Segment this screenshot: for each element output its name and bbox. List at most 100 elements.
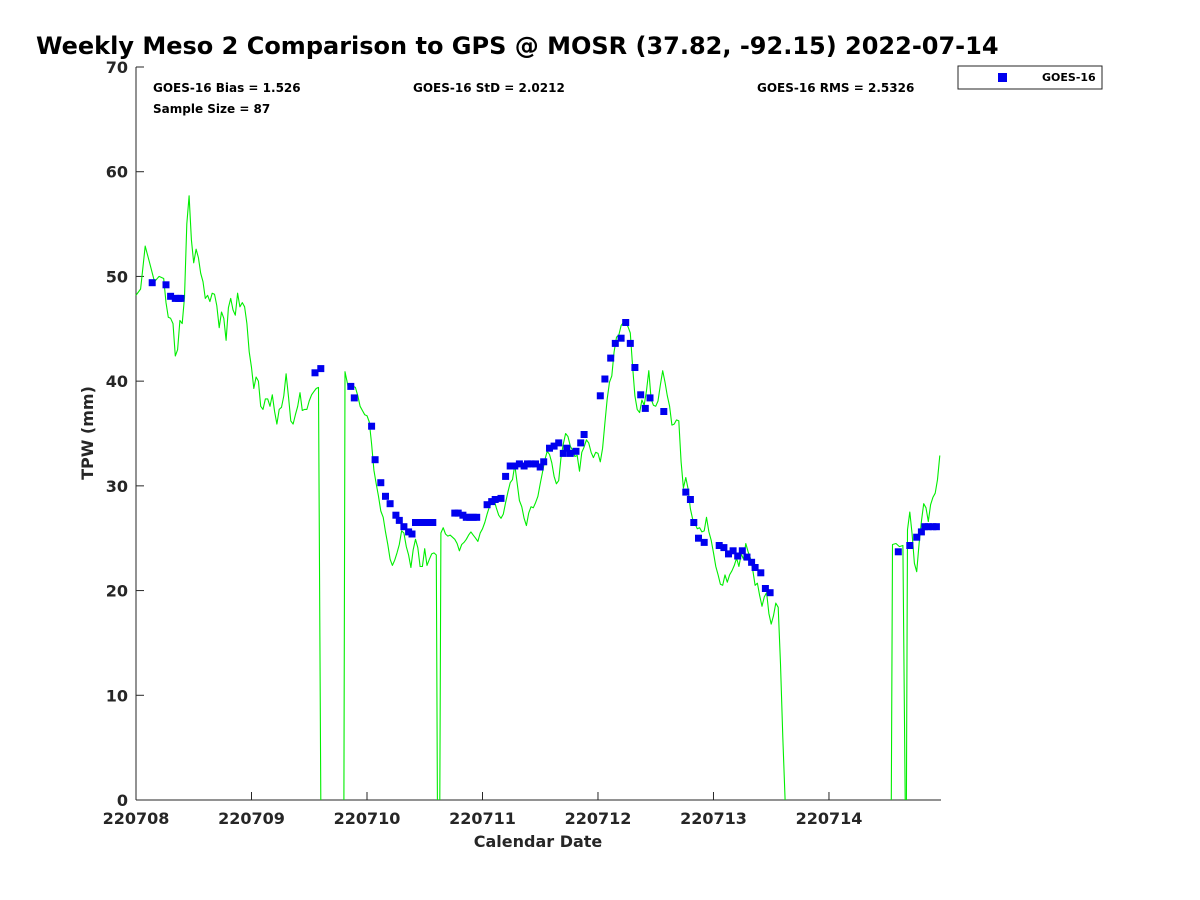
y-tick-label: 30 bbox=[106, 477, 128, 496]
goes-16-point bbox=[162, 281, 170, 289]
goes-16-point bbox=[502, 472, 510, 480]
series-layer bbox=[135, 195, 941, 801]
x-axis-ticks: 220708 220709 220710 220711 220712 220713 2207… bbox=[103, 792, 863, 828]
goes-16-point bbox=[622, 319, 630, 326]
chart-title: Weekly Meso 2 Comparison to GPS @ MOSR (… bbox=[36, 32, 999, 60]
goes-16-point bbox=[751, 564, 759, 571]
goes-16-point bbox=[913, 533, 921, 541]
goes-16-point bbox=[148, 279, 156, 287]
goes-16-point bbox=[757, 569, 765, 577]
goes-16-point bbox=[382, 492, 389, 500]
goes-16-point bbox=[766, 589, 774, 597]
y-tick-label: 20 bbox=[106, 582, 128, 601]
goes-16-point bbox=[729, 547, 737, 555]
goes-16-point bbox=[637, 391, 645, 399]
goes-16-point bbox=[690, 519, 698, 526]
goes-16-point bbox=[497, 494, 505, 502]
goes-16-point bbox=[177, 294, 185, 302]
goes-16-point bbox=[408, 530, 416, 538]
goes-16-point bbox=[715, 542, 723, 549]
goes-16-point bbox=[347, 382, 355, 390]
goes-16-point bbox=[395, 516, 403, 524]
gps-tpw-line-segment bbox=[439, 321, 786, 801]
goes-16-point bbox=[559, 449, 567, 457]
goes-16-point bbox=[540, 458, 548, 466]
x-axis-label: Calendar Date bbox=[474, 832, 603, 851]
gps-tpw-line-segment bbox=[905, 455, 941, 801]
goes-16-point bbox=[641, 404, 649, 412]
goes-16-point bbox=[761, 585, 769, 592]
plot-area bbox=[136, 67, 941, 800]
legend-label-goes-16: GOES-16 bbox=[1042, 71, 1096, 84]
y-tick-label: 0 bbox=[117, 791, 128, 810]
goes-16-point bbox=[532, 460, 540, 468]
x-tick-label: 220712 bbox=[565, 809, 632, 828]
goes-16-point bbox=[894, 548, 902, 556]
y-tick-label: 50 bbox=[106, 267, 128, 286]
goes-16-point bbox=[626, 339, 634, 347]
x-tick-label: 220711 bbox=[449, 809, 516, 828]
goes-16-point bbox=[580, 431, 588, 438]
goes-16-point bbox=[743, 553, 751, 561]
goes-16-point bbox=[473, 513, 481, 521]
goes-16-point bbox=[748, 558, 756, 566]
goes-16-point bbox=[607, 354, 615, 362]
goes-16-point bbox=[617, 334, 625, 342]
gps-tpw-line-segment bbox=[890, 542, 906, 801]
legend: GOES-16 bbox=[957, 65, 1103, 90]
goes-16-point bbox=[695, 534, 702, 542]
goes-16-point bbox=[546, 444, 553, 452]
goes-16-point bbox=[167, 292, 175, 300]
goes-16-point bbox=[377, 479, 385, 487]
rms-stat: GOES-16 RMS = 2.5326 bbox=[757, 81, 914, 95]
x-tick-label: 220710 bbox=[334, 809, 401, 828]
sample-size-stat: Sample Size = 87 bbox=[153, 102, 270, 116]
goes-16-point bbox=[386, 500, 394, 508]
goes-16-point bbox=[682, 488, 690, 496]
goes-16-point bbox=[429, 519, 437, 526]
goes-16-point bbox=[906, 542, 914, 549]
x-tick-label: 220714 bbox=[796, 809, 863, 828]
goes-16-point bbox=[392, 511, 400, 519]
goes-16-point bbox=[483, 501, 491, 509]
goes-16-point bbox=[917, 528, 925, 536]
goes-16-point bbox=[368, 422, 376, 430]
goes-16-point bbox=[536, 463, 544, 471]
gps-tpw-line-segment bbox=[135, 195, 322, 801]
y-tick-label: 40 bbox=[106, 372, 128, 391]
goes-16-point bbox=[371, 456, 379, 464]
goes-16-point bbox=[601, 375, 609, 383]
goes-16-point bbox=[932, 523, 940, 531]
goes-16-point bbox=[734, 552, 742, 560]
goes-16-point bbox=[700, 538, 708, 546]
goes-16-point bbox=[686, 496, 694, 503]
y-tick-label: 70 bbox=[106, 58, 128, 77]
goes-16-point bbox=[350, 394, 358, 402]
y-tick-label: 10 bbox=[106, 686, 128, 705]
y-axis-label: TPW (mm) bbox=[78, 386, 97, 480]
goes-16-point bbox=[527, 460, 535, 468]
std-stat: GOES-16 StD = 2.0212 bbox=[413, 81, 565, 95]
gps-tpw-line-segment bbox=[343, 371, 438, 801]
goes-16-point bbox=[563, 444, 571, 452]
goes-16-point bbox=[550, 442, 558, 450]
goes-16-point bbox=[566, 449, 574, 457]
goes-16-point bbox=[924, 523, 932, 531]
goes-16-point bbox=[454, 509, 462, 517]
goes-16-point bbox=[631, 364, 639, 371]
goes-16-point bbox=[515, 460, 523, 468]
goes-16-point bbox=[506, 462, 514, 470]
goes-16-point bbox=[577, 439, 585, 447]
goes-16-point bbox=[311, 369, 319, 377]
legend-box bbox=[957, 65, 1103, 90]
goes-16-point bbox=[511, 462, 519, 470]
x-tick-label: 220713 bbox=[680, 809, 747, 828]
goes-16-point bbox=[400, 523, 408, 531]
x-tick-label: 220709 bbox=[218, 809, 285, 828]
goes-16-point bbox=[725, 550, 732, 558]
goes-16-point bbox=[611, 339, 619, 347]
y-tick-label: 60 bbox=[106, 163, 128, 182]
y-axis-ticks: 0 10 20 30 40 50 60 70 bbox=[106, 58, 144, 810]
goes-16-point bbox=[720, 544, 728, 552]
